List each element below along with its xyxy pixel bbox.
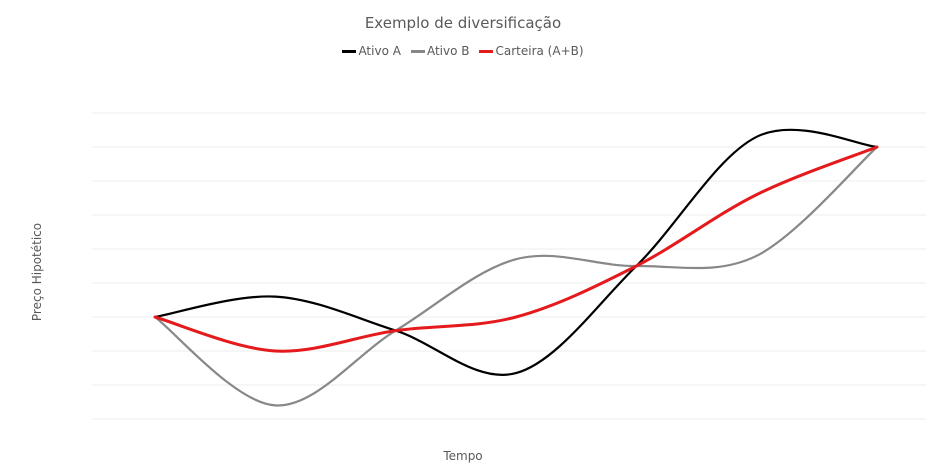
legend: Ativo A Ativo B Carteira (A+B) [0,44,926,58]
gridlines [92,112,926,420]
series-line-carteira-a-b [153,145,879,353]
series-lines [153,128,879,407]
series-line-ativo-b [153,145,879,407]
legend-label-carteira: Carteira (A+B) [495,44,584,58]
x-axis-label: Tempo [443,449,483,463]
legend-swatch-carteira [479,49,494,53]
legend-swatch-ativo-b [410,49,425,53]
legend-swatch-ativo-a [342,49,357,53]
legend-item-ativo-b: Ativo B [410,44,470,58]
legend-item-carteira: Carteira (A+B) [479,44,584,58]
legend-label-ativo-a: Ativo A [358,44,401,58]
legend-label-ativo-b: Ativo B [426,44,470,58]
chart-title: Exemplo de diversificação [364,14,562,32]
legend-item-ativo-a: Ativo A [342,44,401,58]
series-line-ativo-a [153,128,879,376]
